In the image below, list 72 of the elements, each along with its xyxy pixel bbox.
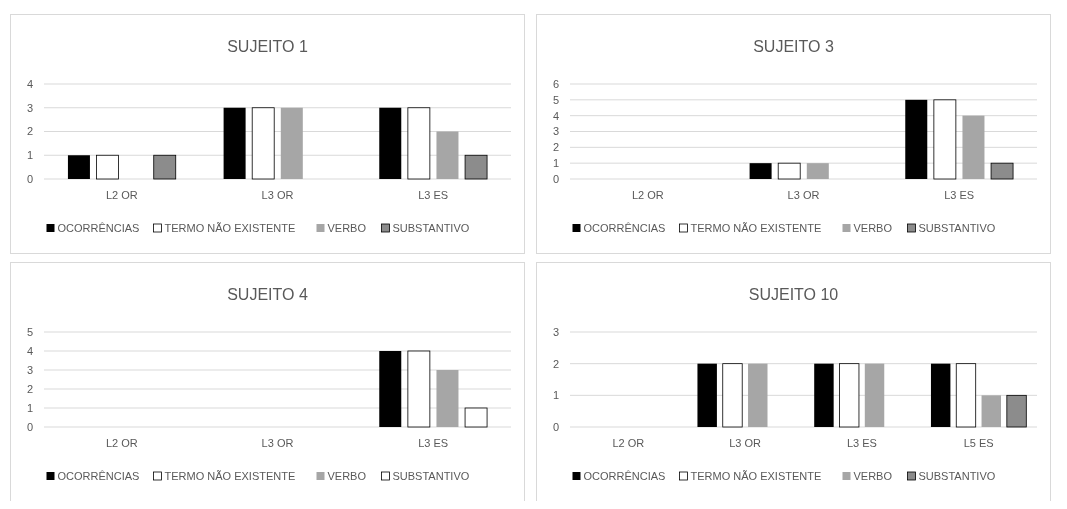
x-tick-label: L3 ES xyxy=(418,437,449,449)
x-tick-label: L2 OR xyxy=(105,437,138,449)
legend-label: TERMO NÃO EXISTENTE xyxy=(164,470,296,482)
legend-label: OCORRÊNCIAS xyxy=(583,470,666,482)
x-tick-label: L2 OR xyxy=(612,437,645,449)
bar xyxy=(749,163,772,179)
chart-title: SUJEITO 1 xyxy=(227,38,308,55)
y-tick-label: 0 xyxy=(26,172,34,185)
bar xyxy=(67,155,90,179)
legend-label: TERMO NÃO EXISTENTE xyxy=(690,222,822,234)
legend-label: TERMO NÃO EXISTENTE xyxy=(690,470,822,482)
bar xyxy=(990,162,1014,180)
legend-label: SUBSTANTIVO xyxy=(918,222,996,234)
x-tick-label: L3 OR xyxy=(787,189,820,201)
x-tick-label: L3 ES xyxy=(418,189,449,201)
y-tick-label: 3 xyxy=(26,363,34,376)
y-tick-label: 3 xyxy=(552,125,560,138)
y-tick-label: 4 xyxy=(26,77,34,90)
bar xyxy=(464,154,488,180)
bar xyxy=(379,107,402,179)
y-tick-label: 2 xyxy=(26,125,34,138)
bar xyxy=(280,107,303,179)
bar xyxy=(905,99,928,179)
legend-label: VERBO xyxy=(327,222,367,234)
legend-label: SUBSTANTIVO xyxy=(918,470,996,482)
y-tick-label: 2 xyxy=(26,382,34,395)
chart-title: SUJEITO 3 xyxy=(753,38,834,55)
y-tick-label: 4 xyxy=(552,109,560,122)
x-tick-label: L3 ES xyxy=(944,189,975,201)
y-tick-label: 3 xyxy=(552,325,560,338)
y-tick-label: 4 xyxy=(26,344,34,357)
y-tick-label: 1 xyxy=(26,401,34,414)
y-tick-label: 1 xyxy=(552,389,560,402)
bar xyxy=(251,107,275,180)
legend-label: VERBO xyxy=(853,222,893,234)
bar xyxy=(933,99,957,180)
x-tick-label: L3 OR xyxy=(261,189,294,201)
y-tick-label: 5 xyxy=(26,325,34,338)
y-tick-label: 0 xyxy=(26,420,34,433)
y-tick-label: 0 xyxy=(552,420,560,433)
bar xyxy=(962,115,985,179)
legend-label: OCORRÊNCIAS xyxy=(57,222,140,234)
y-tick-label: 5 xyxy=(552,93,560,106)
legend-label: SUBSTANTIVO xyxy=(392,222,470,234)
x-tick-label: L5 ES xyxy=(963,437,994,449)
y-tick-label: 6 xyxy=(552,77,560,90)
y-tick-label: 1 xyxy=(552,157,560,170)
y-tick-label: 1 xyxy=(26,149,34,162)
bar xyxy=(806,163,829,179)
x-tick-label: L3 OR xyxy=(729,437,762,449)
legend-label: OCORRÊNCIAS xyxy=(57,470,140,482)
bar xyxy=(96,154,119,180)
legend-label: TERMO NÃO EXISTENTE xyxy=(164,222,296,234)
bar xyxy=(407,107,431,180)
chart-title: SUJEITO 4 xyxy=(227,286,308,303)
x-tick-label: L2 OR xyxy=(105,189,138,201)
chart-title: SUJEITO 10 xyxy=(748,286,839,303)
bar xyxy=(436,131,459,179)
y-tick-label: 2 xyxy=(552,141,560,154)
legend-label: OCORRÊNCIAS xyxy=(583,222,666,234)
bar xyxy=(223,107,246,179)
y-tick-label: 2 xyxy=(552,357,560,370)
x-tick-label: L3 OR xyxy=(261,437,294,449)
legend-label: VERBO xyxy=(853,470,893,482)
legend-label: VERBO xyxy=(327,470,367,482)
bar xyxy=(153,154,177,180)
x-tick-label: L3 ES xyxy=(846,437,877,449)
bar xyxy=(777,162,801,180)
x-tick-label: L2 OR xyxy=(631,189,664,201)
y-tick-label: 3 xyxy=(26,101,34,114)
y-tick-label: 0 xyxy=(552,172,560,185)
legend-label: SUBSTANTIVO xyxy=(392,470,470,482)
